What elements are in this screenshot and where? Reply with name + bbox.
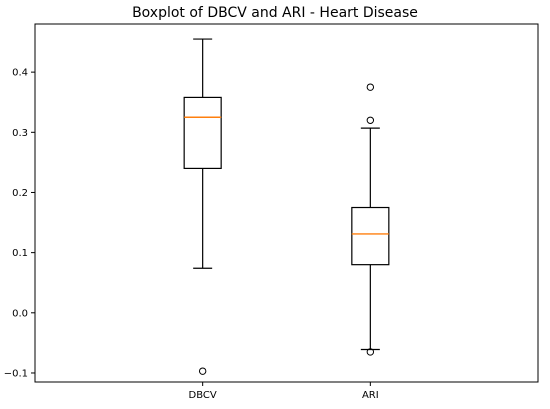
x-axis: DBCV ARI bbox=[189, 382, 379, 401]
outlier-point bbox=[366, 348, 375, 356]
box-group-dbcv bbox=[183, 38, 222, 375]
outlier-point bbox=[198, 367, 207, 375]
iqr-box bbox=[183, 96, 222, 170]
y-tick-label: 0.4 bbox=[12, 68, 28, 79]
box-group-ari bbox=[351, 83, 390, 356]
plot-frame bbox=[34, 23, 539, 383]
y-tick-label: 0.1 bbox=[12, 248, 28, 259]
y-axis: −0.1 0.0 0.1 0.2 0.3 0.4 bbox=[4, 68, 35, 379]
y-tick-label: 0.2 bbox=[12, 188, 28, 199]
y-tick-label: 0.0 bbox=[12, 308, 28, 319]
outlier-point bbox=[366, 83, 375, 91]
iqr-box bbox=[351, 206, 390, 266]
x-tick-label: DBCV bbox=[189, 390, 217, 401]
boxes-layer bbox=[183, 38, 390, 375]
y-tick-label: 0.3 bbox=[12, 128, 28, 139]
x-tick-label: ARI bbox=[362, 390, 379, 401]
outlier-point bbox=[366, 116, 375, 124]
y-tick-label: −0.1 bbox=[4, 368, 28, 379]
chart-title: Boxplot of DBCV and ARI - Heart Disease bbox=[132, 5, 418, 21]
